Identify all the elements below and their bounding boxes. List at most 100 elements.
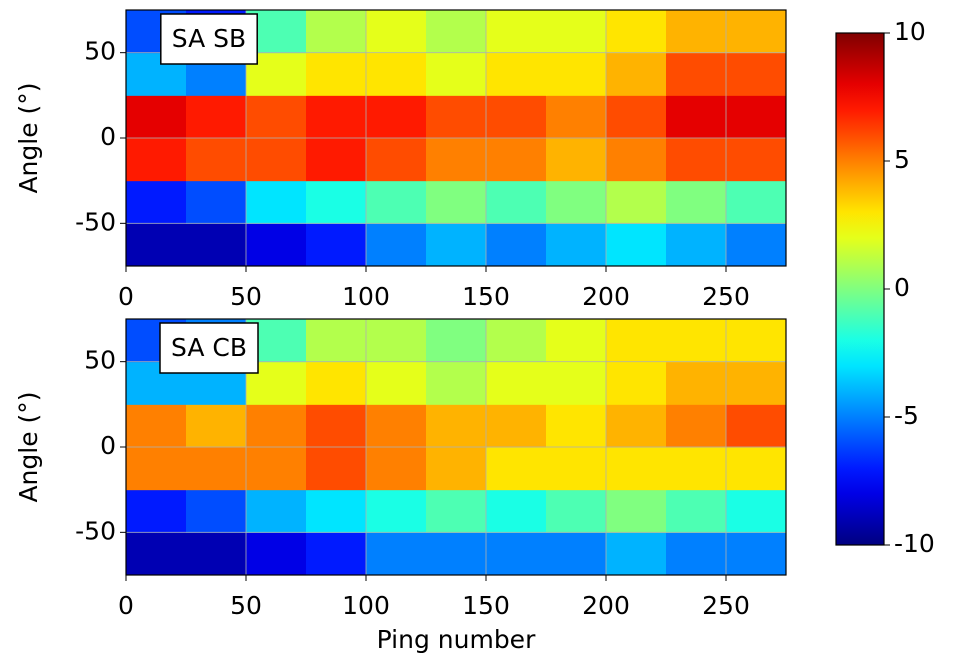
x-axis-label: Ping number: [377, 625, 536, 654]
x-tick-label: 0: [118, 591, 134, 620]
heatmap-cell: [666, 95, 727, 139]
x-tick-label: 150: [462, 591, 510, 620]
heatmap-cell: [126, 223, 187, 267]
heatmap-cell: [546, 319, 607, 363]
heatmap-cell: [546, 138, 607, 182]
heatmap-cell: [666, 447, 727, 491]
heatmap-cell: [486, 223, 547, 267]
heatmap-cell: [666, 180, 727, 224]
heatmap-cell: [426, 532, 487, 576]
heatmap-cell: [486, 489, 547, 533]
colorbar-tick-label: 10: [894, 17, 926, 46]
heatmap-cell: [186, 223, 247, 267]
heatmap-cell: [546, 447, 607, 491]
heatmap-cell: [186, 180, 247, 224]
heatmap-cell: [726, 532, 787, 576]
heatmap-cell: [546, 532, 607, 576]
x-tick-label: 250: [702, 591, 750, 620]
heatmap-cell: [726, 404, 787, 448]
heatmap-cell: [186, 138, 247, 182]
heatmap-cell: [546, 95, 607, 139]
panel-label-box: [160, 13, 258, 65]
heatmap-cell: [366, 138, 427, 182]
heatmap-cell: [306, 447, 367, 491]
plot-frame: [125, 9, 787, 267]
heatmap-cell: [306, 489, 367, 533]
heatmap-cell: [486, 138, 547, 182]
y-tick-label: 50: [84, 37, 116, 66]
x-tick-label: 0: [118, 282, 134, 311]
colorbar-tick-label: 5: [894, 145, 910, 174]
heatmap-cell: [186, 404, 247, 448]
heatmap-cell: [486, 10, 547, 54]
heatmap-cell: [426, 319, 487, 363]
heatmap-cell: [606, 95, 667, 139]
panel-label: SA CB: [171, 333, 247, 362]
heatmap-cell: [606, 10, 667, 54]
heatmap-cell: [246, 95, 307, 139]
heatmap-cell: [606, 532, 667, 576]
y-axis-label: Angle (°): [14, 82, 43, 193]
heatmap-cell: [366, 95, 427, 139]
heatmap-cell: [666, 361, 727, 405]
colorbar-tick-label: -10: [894, 529, 935, 558]
heatmap-cell: [426, 404, 487, 448]
x-tick-label: 50: [230, 591, 262, 620]
x-tick-label: 50: [230, 282, 262, 311]
heatmap-cell: [426, 95, 487, 139]
heatmap-cell: [126, 447, 187, 491]
heatmap-cell: [426, 180, 487, 224]
heatmap-cell: [606, 52, 667, 96]
heatmap-cell: [426, 138, 487, 182]
heatmap-cell: [606, 180, 667, 224]
heatmap-cell: [306, 319, 367, 363]
heatmap-cell: [726, 447, 787, 491]
heatmap-cell: [606, 223, 667, 267]
heatmap-cell: [186, 95, 247, 139]
heatmap-cell: [126, 489, 187, 533]
heatmap-cell: [486, 52, 547, 96]
heatmap-cell: [606, 319, 667, 363]
x-tick-label: 150: [462, 282, 510, 311]
heatmap-cell: [366, 489, 427, 533]
heatmap-cell: [546, 10, 607, 54]
heatmap-cell: [726, 223, 787, 267]
colorbar-tick-label: -5: [894, 401, 919, 430]
heatmap-cell: [726, 489, 787, 533]
heatmap-cell: [366, 223, 427, 267]
heatmap-cell: [606, 138, 667, 182]
heatmap-cell: [726, 52, 787, 96]
heatmap-cell: [306, 10, 367, 54]
heatmap-cell: [306, 361, 367, 405]
y-tick-label: 50: [84, 346, 116, 375]
heatmap-cell: [426, 489, 487, 533]
heatmap-cell: [126, 180, 187, 224]
heatmap-cell: [486, 404, 547, 448]
x-tick-label: 100: [342, 591, 390, 620]
x-tick-label: 200: [582, 282, 630, 311]
heatmap-cell: [306, 532, 367, 576]
y-axis-label: Angle (°): [14, 391, 43, 502]
heatmap-cell: [186, 489, 247, 533]
heatmap-cell: [186, 447, 247, 491]
heatmap-cell: [666, 404, 727, 448]
heatmap-cell: [606, 489, 667, 533]
panel-label-box: [159, 322, 259, 374]
heatmap-cell: [486, 361, 547, 405]
heatmap-cell: [546, 489, 607, 533]
heatmap-cell: [426, 447, 487, 491]
heatmap-cell: [666, 319, 727, 363]
heatmap-cell: [246, 447, 307, 491]
heatmap-cell: [726, 361, 787, 405]
heatmap-cell: [666, 223, 727, 267]
heatmap-cell: [726, 319, 787, 363]
heatmap-cell: [546, 223, 607, 267]
heatmap-cell: [366, 532, 427, 576]
heatmap-cell: [666, 138, 727, 182]
heatmap-cell: [666, 532, 727, 576]
x-tick-label: 200: [582, 591, 630, 620]
heatmap-cell: [306, 404, 367, 448]
heatmap-cell: [606, 404, 667, 448]
heatmap-cell: [366, 447, 427, 491]
